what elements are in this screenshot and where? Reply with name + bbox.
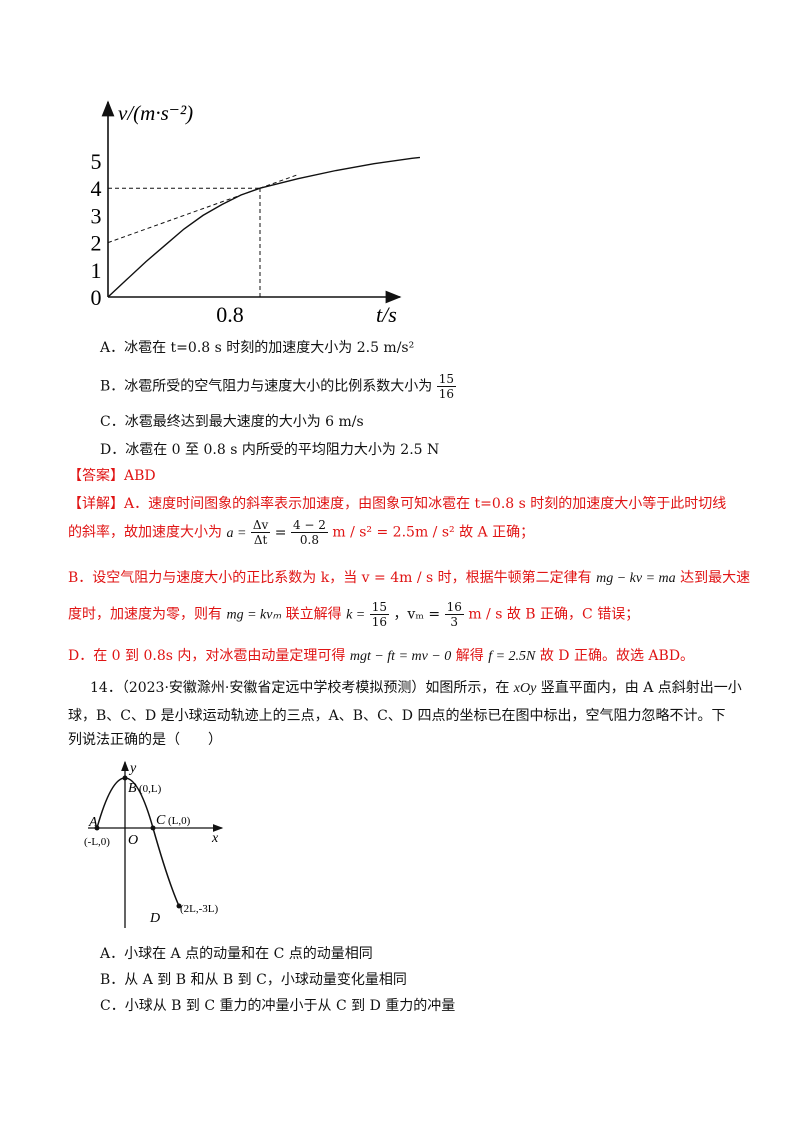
detail-line-4-tail: m / s 故 B 正确，C 错误；: [468, 606, 640, 623]
formula-frac-2: 4 − 2 0.8: [290, 518, 328, 547]
y-tick-label: 0: [91, 285, 102, 310]
velocity-curve: [107, 156, 420, 298]
friction-result: f = 2.5N: [488, 649, 536, 664]
formula-frac-1: Δv Δt: [250, 518, 271, 547]
k-den: 16: [371, 615, 387, 629]
y-tick-label: 1: [91, 258, 102, 283]
q14-line-3: 列说法正确的是（ ）: [68, 732, 222, 748]
x-tick-label: 0.8: [216, 302, 244, 327]
detail-line-5-text: D．在 0 到 0.8s 内，对冰雹由动量定理可得: [68, 648, 346, 664]
point-b-dot: [122, 775, 128, 781]
equilibrium-equation: mg = kvₘ: [226, 607, 282, 623]
point-d-label: D: [149, 911, 160, 926]
frac-2-num: 4 − 2: [290, 518, 328, 533]
point-a-label: A: [88, 815, 98, 830]
answer-label: 【答案】ABD: [68, 468, 156, 484]
detail-line-1: 【详解】A．速度时间图象的斜率表示加速度，由图象可知冰雹在 t=0.8 s 时刻…: [68, 496, 727, 512]
detail-line-2-tail: m / s² = 2.5m / s² 故 A 正确；: [332, 524, 535, 541]
point-a-coord: (-L,0): [84, 836, 110, 848]
y-tick-label: 2: [91, 231, 102, 256]
detail-line-2: 的斜率，故加速度大小为 a = Δv Δt = 4 − 2 0.8 m / s² =…: [68, 518, 534, 547]
y-axis-label: v/(m·s⁻²): [118, 101, 193, 125]
option-a: A．冰雹在 t=0.8 s 时刻的加速度大小为 2.5 m/s²: [100, 340, 415, 356]
detail-line-3-post: 达到最大速: [680, 570, 751, 586]
frac-1-num: Δv: [250, 518, 271, 533]
point-d-coord: (2L,-3L): [180, 903, 219, 915]
fig2-x-label: x: [211, 831, 219, 846]
ball-trajectory: [96, 777, 180, 907]
k-label: k =: [346, 607, 366, 623]
point-c-coord: (L,0): [168, 815, 191, 827]
option-b-fraction: 15 16: [436, 372, 457, 401]
detail-line-4-text: 度时，加速度为零，则有: [68, 606, 222, 623]
point-d-dot: [176, 903, 182, 909]
q14-line-2: 球，B、C、D 是小球运动轨迹上的三点，A、B、C、D 四点的坐标已在图中标出，…: [68, 708, 726, 724]
vm-fraction: 16 3: [444, 600, 464, 629]
option-b-text: B．冰雹所受的空气阻力与速度大小的比例系数大小为: [100, 378, 433, 395]
k-fraction: 15 16: [369, 600, 389, 629]
vm-label: ，vₘ =: [393, 606, 441, 623]
frac-1-den: Δt: [253, 533, 268, 547]
q14-option-c: C．小球从 B 到 C 重力的冲量小于从 C 到 D 重力的冲量: [100, 998, 456, 1014]
detail-line-4-mid: 联立解得: [285, 606, 342, 623]
option-b: B．冰雹所受的空气阻力与速度大小的比例系数大小为 15 16: [100, 372, 457, 401]
point-b-coord: (0,L): [139, 783, 162, 795]
fig2-y-label: y: [128, 761, 137, 776]
point-c-dot: [150, 825, 156, 831]
detail-line-2-text: 的斜率，故加速度大小为: [68, 524, 222, 541]
q14-option-a: A．小球在 A 点的动量和在 C 点的动量相同: [100, 946, 373, 962]
q14-option-b: B．从 A 到 B 和从 B 到 C，小球动量变化量相同: [100, 972, 407, 988]
fraction-numerator: 15: [436, 372, 457, 387]
x-axis-label: t/s: [376, 302, 397, 327]
vt-graph: 543 210 0.8 v/(m·s⁻²) t/s: [91, 100, 420, 327]
frac-2-den: 0.8: [299, 533, 319, 547]
acceleration-formula: a = Δv Δt = 4 − 2 0.8: [226, 518, 328, 547]
detail-line-4: 度时，加速度为零，则有 mg = kvₘ 联立解得 k = 15 16 ，vₘ =…: [68, 600, 639, 629]
y-tick-label: 4: [91, 176, 102, 201]
point-c-label: C: [156, 813, 166, 828]
detail-line-5: D．在 0 到 0.8s 内，对冰雹由动量定理可得 mgt − ft = mv …: [68, 646, 694, 667]
option-c: C．冰雹最终达到最大速度的大小为 6 m/s: [100, 414, 364, 430]
option-d: D．冰雹在 0 至 0.8 s 内所受的平均阻力大小为 2.5 N: [100, 442, 440, 458]
tangent-line: [107, 174, 299, 244]
detail-line-3-text: B．设空气阻力与速度大小的正比系数为 k，当 v = 4m / s 时，根据牛顿…: [68, 570, 592, 586]
plane-label: xOy: [513, 681, 537, 696]
detail-line-5-mid: 解得: [455, 648, 484, 664]
formula-a: a =: [226, 525, 247, 541]
q14-line-1: 14．（2023·安徽滁州·安徽省定远中学校考模拟预测）如图所示，在 xOy 竖…: [90, 678, 742, 699]
vm-den: 3: [450, 615, 459, 629]
y-tick-label: 5: [91, 149, 102, 174]
vm-num: 16: [444, 600, 464, 615]
point-b-label: B: [128, 781, 137, 796]
q14-line-1-post: 竖直平面内，由 A 点斜射出一小: [540, 680, 742, 696]
fraction-denominator: 16: [438, 387, 455, 401]
q14-line-1-text: 14．（2023·安徽滁州·安徽省定远中学校考模拟预测）如图所示，在: [90, 680, 510, 696]
y-tick-label: 3: [91, 203, 102, 228]
origin-label: O: [128, 833, 138, 848]
momentum-equation: mgt − ft = mv − 0: [349, 649, 452, 664]
trajectory-figure: y x O A (-L,0) B (0,L) C (L,0) D (2L,-3L…: [84, 760, 224, 928]
newton-equation: mg − kv = ma: [596, 571, 676, 586]
point-a-dot: [94, 825, 100, 831]
k-num: 15: [369, 600, 389, 615]
detail-line-3: B．设空气阻力与速度大小的正比系数为 k，当 v = 4m / s 时，根据牛顿…: [68, 568, 750, 589]
detail-line-5-tail: 故 D 正确。故选 ABD。: [539, 648, 695, 664]
